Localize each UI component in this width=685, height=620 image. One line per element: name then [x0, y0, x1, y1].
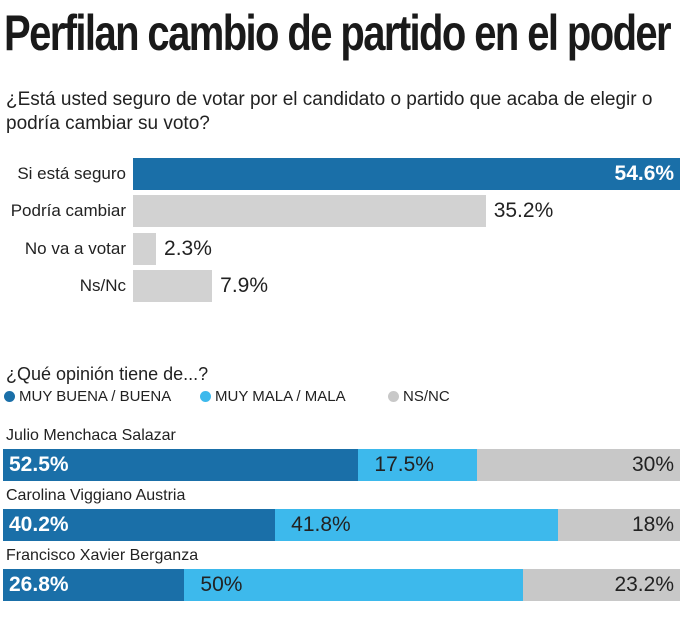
bar-value: 35.2%	[493, 199, 554, 222]
legend-dot-icon	[200, 391, 211, 402]
bar-value: 7.9%	[220, 274, 269, 297]
candidate-name: Julio Menchaca Salazar	[6, 427, 176, 444]
question-1: ¿Está usted seguro de votar por el candi…	[6, 89, 653, 134]
legend-label: NS/NC	[403, 388, 450, 405]
legend-item: NS/NC	[388, 388, 450, 405]
bar-segment	[522, 569, 680, 601]
bar-value: 2.3%	[164, 237, 212, 260]
legend-dot-icon	[4, 391, 15, 402]
candidate-name: Francisco Xavier Berganza	[6, 547, 199, 564]
bar-label: Podría cambiar	[10, 201, 126, 220]
legend-item: MUY BUENA / BUENA	[4, 388, 171, 405]
bar-segment	[358, 449, 477, 481]
bar-segment	[275, 509, 559, 541]
stacked-bar: 40.2% 41.8% 18%	[3, 509, 680, 541]
segment-value: 52.5%	[9, 453, 69, 476]
segment-value: 30%	[631, 453, 674, 476]
bar-segment	[476, 449, 680, 481]
segment-value: 18%	[631, 513, 674, 536]
bar	[133, 233, 157, 265]
bar-value: 54.6%	[614, 162, 675, 185]
bar-label: Ns/Nc	[79, 276, 126, 295]
legend-label: MUY BUENA / BUENA	[19, 388, 172, 405]
legend-dot-icon	[388, 391, 399, 402]
stacked-bar: 26.8% 50% 23.2%	[3, 569, 680, 601]
bar	[133, 270, 213, 302]
question-2: ¿Qué opinión tiene de...?	[6, 364, 209, 384]
bar-label: No va a votar	[24, 239, 126, 258]
segment-value: 40.2%	[9, 513, 69, 536]
segment-value: 50%	[200, 573, 243, 596]
bar-segment	[3, 569, 185, 601]
bar-segment	[3, 449, 359, 481]
stacked-bar: 52.5% 17.5% 30%	[3, 449, 680, 481]
candidate-name: Carolina Viggiano Austria	[6, 487, 186, 504]
segment-value: 41.8%	[291, 513, 351, 536]
bar	[133, 195, 486, 227]
bar-segment	[184, 569, 523, 601]
legend-label: MUY MALA / MALA	[215, 388, 346, 405]
segment-value: 17.5%	[374, 453, 434, 476]
bar-segment	[558, 509, 680, 541]
segment-value: 23.2%	[614, 573, 674, 596]
legend-item: MUY MALA / MALA	[200, 388, 346, 405]
page-title: Perfilan cambio de partido en el poder	[4, 5, 672, 61]
segment-value: 26.8%	[9, 573, 69, 596]
bar	[133, 158, 681, 190]
bar-segment	[3, 509, 276, 541]
bar-label: Si está seguro	[17, 164, 126, 183]
